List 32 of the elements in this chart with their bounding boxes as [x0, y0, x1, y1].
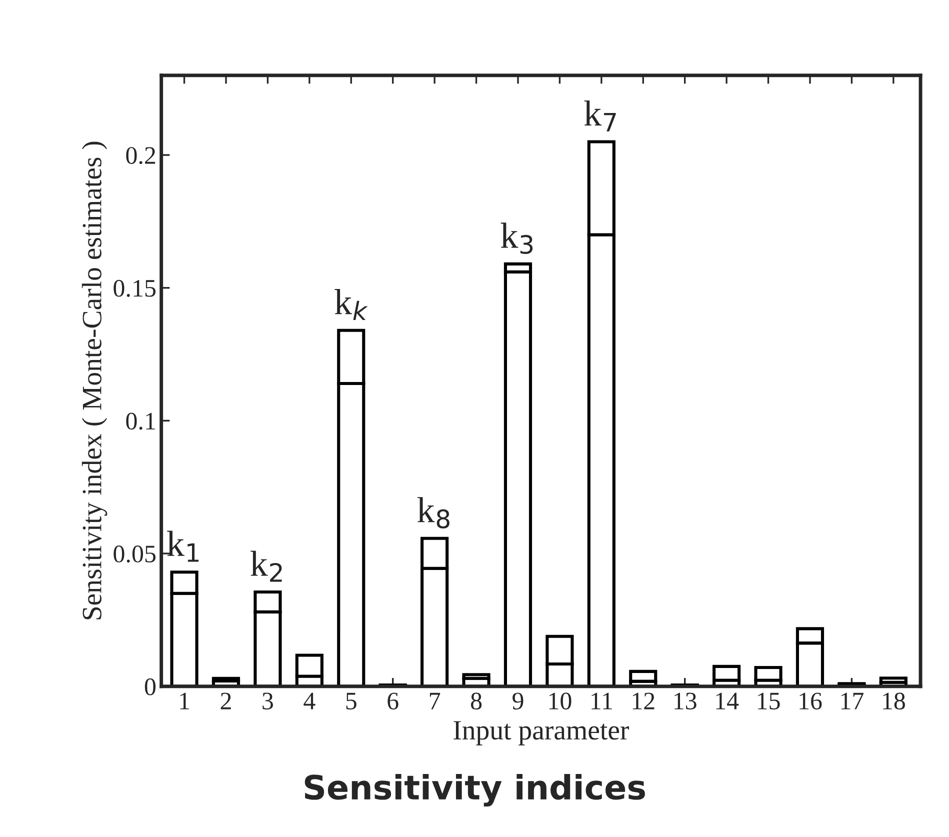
x-tick-label: 5 [346, 692, 356, 710]
y-axis-title: Sensitivity index ( Monte-Carlo estimates ) [82, 142, 108, 620]
x-tick-label: 9 [512, 692, 524, 710]
y-tick-label: 0 [144, 678, 156, 696]
x-tick-label: 18 [883, 692, 905, 710]
x-tick-label: 17 [841, 692, 864, 710]
x-tick-label: 11 [592, 692, 612, 710]
x-tick-label: 13 [674, 692, 696, 710]
y-tick-label: 0.05 [114, 546, 156, 563]
annotation: k$_{1}$ [167, 530, 199, 562]
annotation: k$_{8}$ [417, 497, 450, 528]
text: Sensitivity indices [304, 774, 645, 807]
annotation: k$_{7}$ [584, 100, 616, 132]
x-tick-label: 14 [716, 692, 739, 710]
x-tick-label: 15 [758, 692, 780, 710]
x-tick-label: 8 [470, 692, 482, 710]
x-tick-label: 12 [632, 692, 654, 710]
y-tick-label: 0.2 [126, 147, 156, 164]
x-tick-label: 7 [430, 692, 440, 710]
x-tick-label: 10 [549, 692, 572, 710]
x-tick-label: 4 [304, 692, 316, 710]
x-tick-label: 1 [180, 692, 190, 710]
x-tick-label: 2 [220, 692, 231, 710]
x-axis-title: Input parameter [454, 721, 629, 746]
annotation: k$_{k}$ [334, 289, 368, 320]
x-tick-label: 6 [388, 692, 398, 710]
x-tick-label: 16 [800, 692, 822, 710]
annotation: k$_{2}$ [250, 550, 282, 582]
annotation: k$_{3}$ [500, 222, 533, 254]
y-tick-label: 0.15 [114, 280, 156, 297]
y-tick-label: 0.1 [126, 412, 155, 430]
x-tick-label: 3 [262, 692, 273, 710]
